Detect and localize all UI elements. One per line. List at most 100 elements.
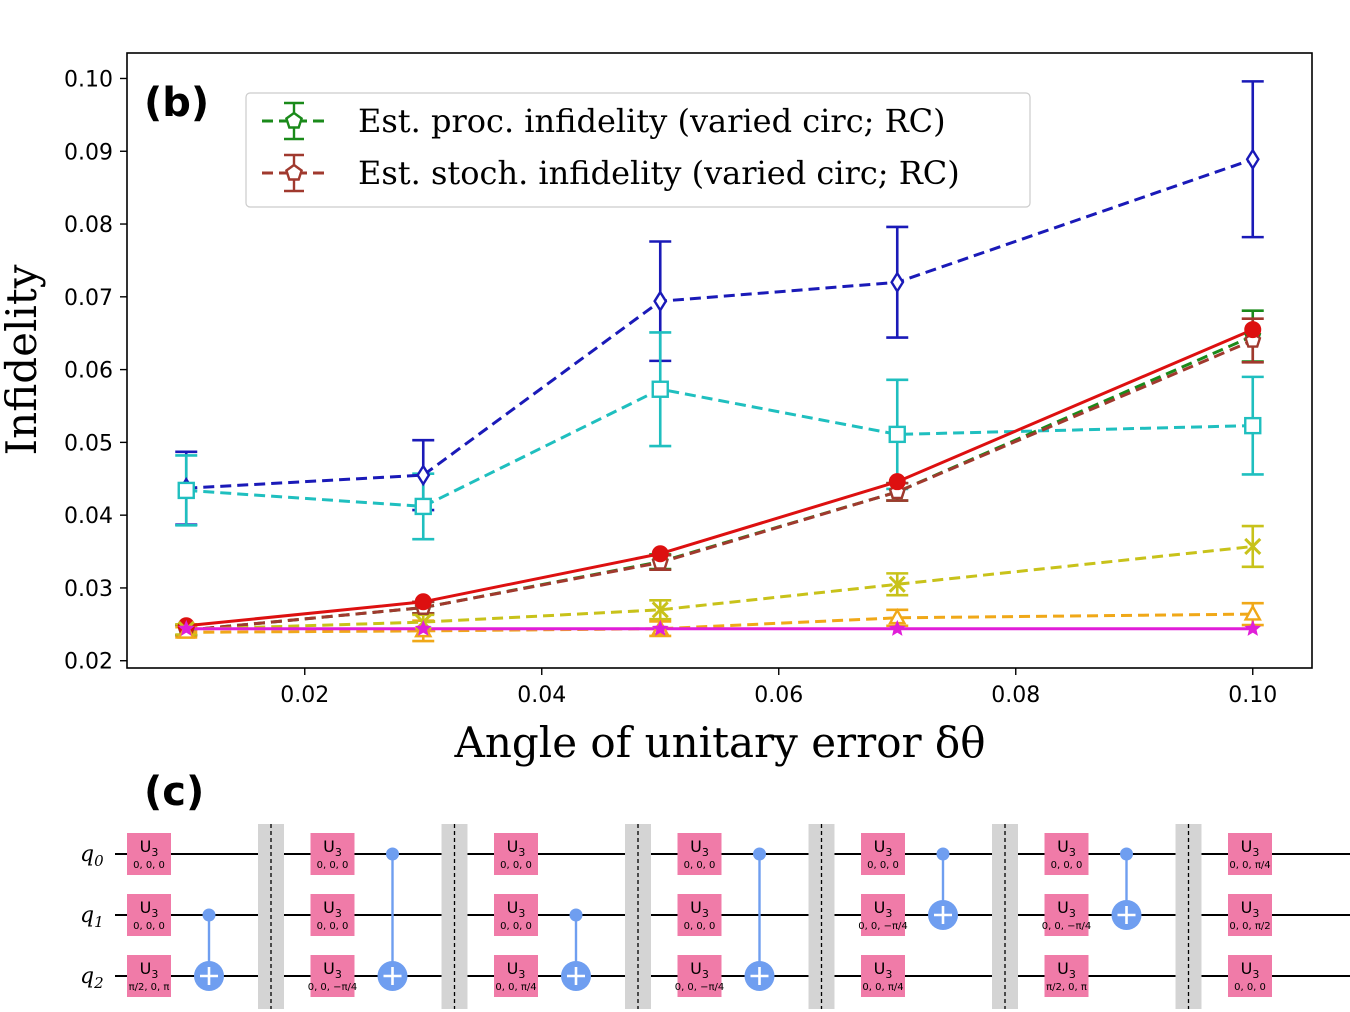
u3-gate-params: 0, 0, 0 — [1234, 982, 1266, 993]
data-point-x — [1244, 537, 1262, 556]
panel-label-b: (b) — [144, 80, 209, 126]
u3-gate — [861, 833, 905, 875]
x-tick-label: 0.08 — [991, 683, 1040, 708]
qubit-labels: q0 q1 q2 — [80, 842, 104, 992]
legend: Est. proc. infidelity (varied circ; RC) … — [245, 92, 1031, 208]
u3-gate — [1044, 955, 1089, 997]
y-tick-label: 0.10 — [64, 67, 113, 92]
data-point-diamond — [890, 270, 905, 294]
data-point-square — [414, 497, 432, 516]
u3-gate-params: 0, 0, 0 — [867, 860, 899, 871]
u3-gate-params: 0, 0, π/2 — [1229, 921, 1270, 932]
cnot-target-plus — [934, 906, 952, 924]
u3-gate — [677, 894, 722, 936]
legend-label-proc: Est. proc. infidelity (varied circ; RC) — [358, 102, 946, 140]
data-point-pentagon — [284, 163, 304, 181]
data-point-square — [888, 425, 906, 444]
data-point-diamond — [1245, 147, 1260, 171]
data-point-star — [888, 619, 906, 636]
cnot-control-dot — [386, 847, 399, 861]
u3-gate-params: 0, 0, 0 — [1051, 860, 1083, 871]
data-point-star — [177, 619, 195, 636]
u3-gate — [1228, 894, 1272, 936]
u3-gate — [861, 955, 905, 997]
y-tick-label: 0.05 — [64, 431, 113, 456]
u3-gate — [1228, 833, 1272, 875]
data-point-circle — [414, 593, 432, 611]
u3-gate-params: 0, 0, −π/4 — [675, 982, 725, 993]
x-tick-label: 0.06 — [754, 683, 803, 708]
u3-gate — [494, 833, 538, 875]
legend-label-stoch: Est. stoch. infidelity (varied circ; RC) — [358, 154, 960, 192]
u3-gate — [310, 894, 355, 936]
data-point-diamond — [416, 463, 431, 487]
cnot-control-dot — [569, 908, 583, 922]
cnot-target-plus — [383, 967, 402, 985]
y-tick-label: 0.02 — [64, 650, 113, 675]
u3-gate-params: 0, 0, π/4 — [1229, 860, 1270, 871]
y-tick-label: 0.08 — [64, 213, 113, 238]
legend-entry-stoch — [262, 153, 330, 193]
u3-gate — [494, 894, 538, 936]
u3-gate-params: 0, 0, −π/4 — [1042, 921, 1092, 932]
x-tick-label: 0.02 — [280, 683, 329, 708]
cnot-control-dot — [1120, 847, 1133, 861]
u3-gate-params: 0, 0, 0 — [684, 860, 716, 871]
u3-gate-params: 0, 0, 0 — [133, 921, 165, 932]
y-ticks: 0.02 0.03 0.04 0.05 0.06 0.07 0.08 0.09 0.10 — [64, 67, 127, 675]
data-point-circle — [651, 545, 669, 563]
u3-gate-params: π/2, 0, π — [129, 982, 170, 993]
y-tick-label: 0.04 — [64, 504, 113, 529]
cnot-target-plus — [750, 967, 769, 985]
data-point-pentagon — [284, 111, 304, 129]
data-point-star — [651, 619, 669, 636]
u3-gate-params: 0, 0, −π/4 — [858, 921, 908, 932]
u3-gate-params: 0, 0, 0 — [500, 860, 532, 871]
u3-gate — [127, 894, 171, 936]
panel-label-c: (c) — [144, 769, 204, 815]
y-tick-label: 0.06 — [64, 359, 113, 384]
cnot-target-plus — [200, 967, 218, 985]
series-line-orange — [186, 612, 1253, 634]
cnot-control-dot — [753, 847, 766, 861]
u3-gate — [127, 833, 171, 875]
u3-gate-params: 0, 0, −π/4 — [308, 982, 358, 993]
data-point-x — [651, 601, 669, 619]
u3-gate — [310, 955, 355, 997]
u3-gate — [677, 955, 722, 997]
u3-gate-params: 0, 0, 0 — [317, 921, 349, 932]
cnot-control-dot — [936, 847, 950, 861]
x-tick-label: 0.04 — [517, 683, 566, 708]
legend-box — [245, 92, 1031, 208]
qubit-wires — [115, 853, 1350, 977]
u3-gate-params: π/2, 0, π — [1046, 982, 1087, 993]
series-line-blue — [186, 157, 1254, 490]
qubit-label: q2 — [80, 964, 104, 992]
u3-gate-params: 0, 0, 0 — [317, 860, 349, 871]
u3-gate-params: 0, 0, 0 — [133, 860, 165, 871]
qubit-label: q1 — [80, 903, 104, 931]
data-point-circle — [1244, 321, 1262, 339]
y-axis-label: Infidelity — [0, 264, 46, 455]
u3-gate-params: 0, 0, 0 — [684, 921, 716, 932]
cnot-target-plus — [1117, 906, 1136, 924]
series-line-olive — [186, 545, 1253, 631]
data-point-triangle — [1243, 604, 1262, 621]
u3-gate-params: 0, 0, π/4 — [495, 982, 536, 993]
u3-gate — [310, 833, 355, 875]
data-point-star — [1244, 619, 1262, 636]
u3-gate — [127, 955, 171, 997]
u3-gate — [861, 894, 905, 936]
data-point-diamond — [653, 289, 668, 313]
legend-entry-proc — [262, 101, 330, 141]
y-tick-label: 0.09 — [64, 140, 113, 165]
data-point-square — [651, 380, 669, 398]
series-lines-layer — [186, 157, 1254, 634]
x-axis-label: Angle of unitary error δθ — [454, 718, 986, 767]
series-line-green — [186, 334, 1254, 632]
x-ticks: 0.02 0.04 0.06 0.08 0.10 — [280, 668, 1277, 708]
u3-gate — [1044, 894, 1089, 936]
u3-gate-params: 0, 0, π/4 — [862, 982, 903, 993]
